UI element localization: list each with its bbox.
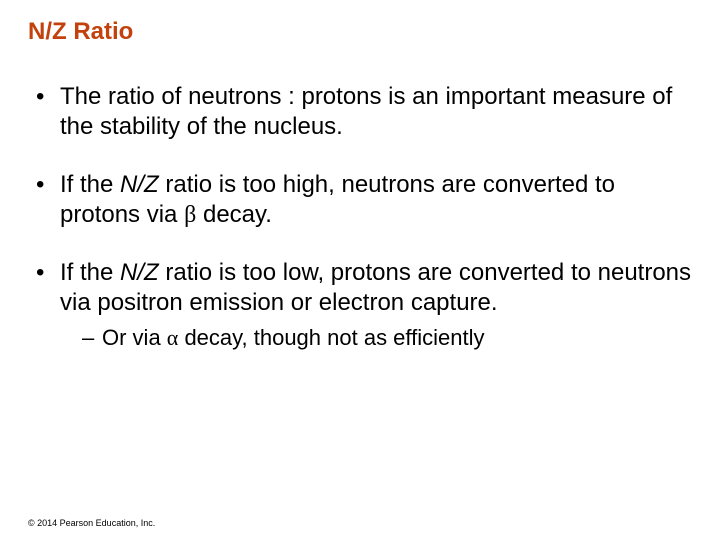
bullet-1-text: The ratio of neutrons : protons is an im… [60, 83, 672, 140]
bullet-2-pre: If the [60, 171, 120, 198]
bullet-3-pre: If the [60, 259, 120, 286]
sub-bullet-item: Or via α decay, though not as efficientl… [82, 324, 692, 352]
bullet-2-post: decay. [196, 201, 272, 228]
bullet-item-3: If the N/Z ratio is too low, protons are… [34, 258, 692, 352]
sub-bullet-post: decay, though not as efficiently [178, 325, 484, 350]
sub-bullet-list: Or via α decay, though not as efficientl… [60, 324, 692, 352]
nz-ratio-text: N/Z [120, 171, 159, 198]
bullet-list: The ratio of neutrons : protons is an im… [28, 82, 692, 352]
copyright-text: © 2014 Pearson Education, Inc. [28, 518, 155, 528]
nz-ratio-text: N/Z [120, 259, 159, 286]
slide-title: N/Z Ratio [28, 18, 692, 46]
sub-bullet-pre: Or via [102, 325, 167, 350]
beta-symbol: β [184, 202, 196, 228]
bullet-item-2: If the N/Z ratio is too high, neutrons a… [34, 170, 692, 230]
bullet-item-1: The ratio of neutrons : protons is an im… [34, 82, 692, 142]
alpha-symbol: α [167, 325, 179, 350]
slide: N/Z Ratio The ratio of neutrons : proton… [0, 0, 720, 540]
